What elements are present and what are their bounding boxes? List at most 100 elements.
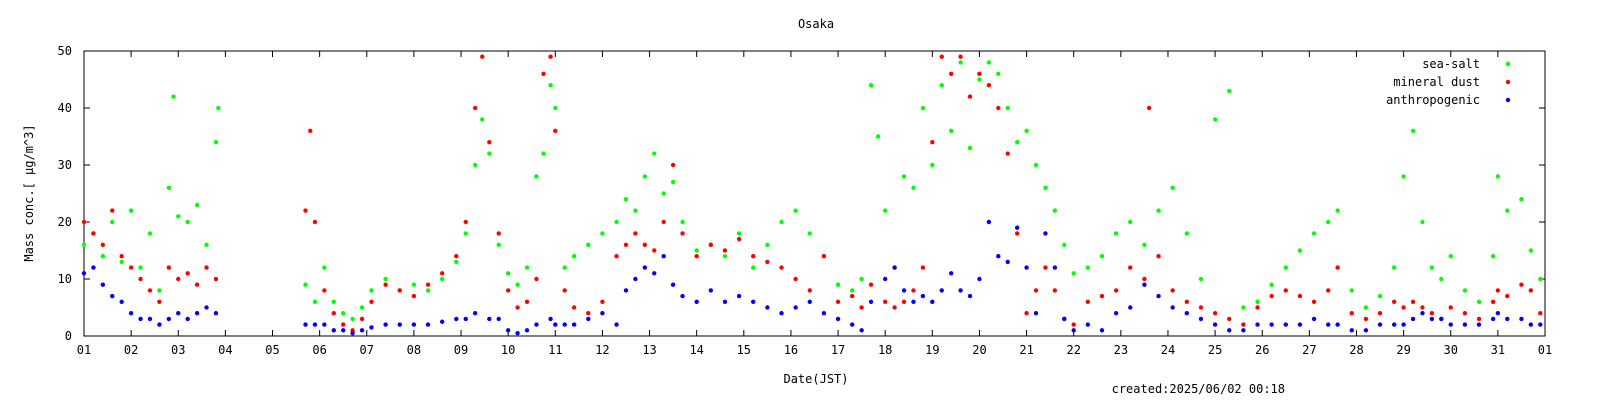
x-tick-label: 14 xyxy=(689,343,703,357)
data-point xyxy=(779,219,784,225)
data-point xyxy=(1505,293,1510,299)
legend-label: anthropogenic xyxy=(1386,93,1480,107)
data-point xyxy=(110,293,115,299)
data-point xyxy=(670,162,676,168)
data-point xyxy=(911,288,916,293)
data-point xyxy=(1326,322,1331,327)
plot-frame xyxy=(83,50,1546,337)
data-point xyxy=(751,265,756,270)
data-point xyxy=(369,299,374,304)
data-point xyxy=(986,83,992,88)
data-point xyxy=(397,322,402,327)
data-point xyxy=(722,299,728,304)
data-point xyxy=(882,208,888,213)
x-tick-label: 05 xyxy=(265,343,279,357)
data-point xyxy=(341,328,346,333)
data-point xyxy=(147,316,153,322)
data-point xyxy=(463,219,468,225)
data-point xyxy=(157,322,162,327)
series-mineral-dust xyxy=(81,54,1543,333)
data-point xyxy=(1113,288,1119,293)
data-point xyxy=(110,219,115,225)
data-point xyxy=(1156,254,1161,259)
data-point xyxy=(722,254,728,259)
data-point xyxy=(1490,299,1496,304)
legend-marker xyxy=(1505,97,1511,103)
data-point xyxy=(176,276,181,282)
data-point xyxy=(472,105,478,111)
x-tick-label: 10 xyxy=(501,343,515,357)
x-tick-label: 09 xyxy=(454,343,468,357)
data-point xyxy=(1014,231,1020,236)
x-tick-label: 25 xyxy=(1208,343,1222,357)
data-point xyxy=(185,316,190,322)
data-point xyxy=(850,288,855,293)
data-point xyxy=(882,299,888,304)
data-point xyxy=(176,311,181,316)
data-point xyxy=(670,179,676,185)
data-point xyxy=(487,140,492,145)
data-point xyxy=(541,71,546,77)
data-point xyxy=(939,54,944,59)
x-tick-label: 19 xyxy=(925,343,939,357)
data-point xyxy=(147,231,153,236)
data-point xyxy=(1212,117,1218,122)
data-point xyxy=(911,299,916,304)
data-point xyxy=(1043,231,1048,236)
data-point xyxy=(128,208,134,213)
data-point xyxy=(534,174,539,179)
data-point xyxy=(505,288,511,293)
data-point xyxy=(1335,322,1340,327)
x-tick-label: 13 xyxy=(642,343,656,357)
data-point xyxy=(463,316,468,322)
data-point xyxy=(553,128,558,133)
data-point xyxy=(793,305,798,310)
data-point xyxy=(524,328,530,333)
data-point xyxy=(1448,322,1453,327)
x-tick-label: 15 xyxy=(737,343,751,357)
data-point xyxy=(213,276,219,282)
data-point xyxy=(1349,328,1354,333)
data-point xyxy=(1297,293,1303,299)
data-point xyxy=(779,311,784,316)
data-point xyxy=(1142,282,1147,287)
data-point xyxy=(496,242,501,247)
data-point xyxy=(859,276,864,282)
data-point xyxy=(1519,316,1524,322)
legend-label: mineral dust xyxy=(1393,75,1480,89)
data-point xyxy=(487,151,492,156)
data-point xyxy=(515,305,520,310)
data-point xyxy=(793,208,798,213)
data-point xyxy=(1326,288,1331,293)
data-point xyxy=(119,259,124,265)
data-point xyxy=(623,197,629,202)
data-point xyxy=(694,248,699,253)
data-point xyxy=(411,322,417,327)
data-point xyxy=(1401,322,1406,327)
data-point xyxy=(920,293,926,299)
data-point xyxy=(81,271,87,276)
data-point xyxy=(661,191,666,196)
data-point xyxy=(1227,328,1232,333)
data-point xyxy=(835,316,841,322)
data-point xyxy=(463,231,468,236)
data-point xyxy=(110,208,115,213)
data-point xyxy=(548,83,553,88)
y-tick-label: 40 xyxy=(58,101,72,115)
data-point xyxy=(1538,276,1543,282)
data-point xyxy=(1377,293,1383,299)
data-point xyxy=(515,330,520,336)
data-point xyxy=(1255,322,1260,327)
data-point xyxy=(138,276,143,282)
data-point xyxy=(1429,311,1435,316)
data-point xyxy=(892,265,897,270)
data-point xyxy=(454,316,459,322)
data-point xyxy=(967,293,973,299)
data-point xyxy=(548,316,553,322)
data-point xyxy=(722,248,728,253)
data-point xyxy=(1241,328,1246,333)
series-anthropogenic xyxy=(81,219,1543,336)
data-point xyxy=(303,208,308,213)
data-point xyxy=(930,140,935,145)
data-point xyxy=(571,322,577,327)
